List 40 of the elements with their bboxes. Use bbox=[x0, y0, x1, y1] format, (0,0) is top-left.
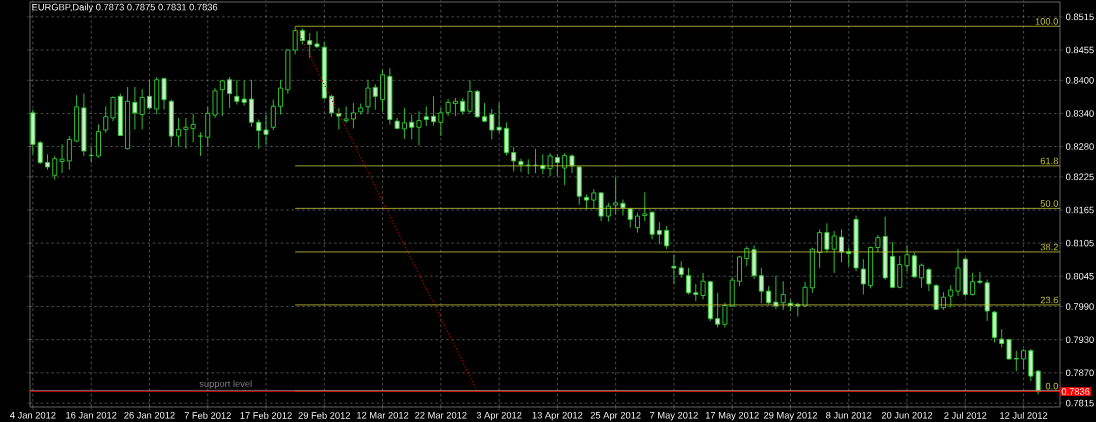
y-tick-label: 0.8400 bbox=[1065, 77, 1094, 84]
y-tick-label: 0.8280 bbox=[1065, 143, 1094, 150]
y-tick-label: 0.8455 bbox=[1065, 46, 1094, 54]
y-tick-label: 0.7990 bbox=[1065, 303, 1094, 310]
y-tick-label: 0.8105 bbox=[1065, 239, 1094, 247]
x-tick-label: 7 May 2012 bbox=[650, 411, 698, 421]
annotation: 100.0 bbox=[1035, 18, 1059, 25]
y-tick-label: 0.8515 bbox=[1065, 13, 1094, 21]
x-tick-label: 22 Mar 2012 bbox=[415, 411, 467, 419]
x-tick-label: 17 May 2012 bbox=[705, 411, 759, 421]
x-tick-label: 20 Jun 2012 bbox=[881, 411, 933, 419]
x-tick-label: 8 Jun 2012 bbox=[826, 411, 872, 419]
y-tick-label: 0.7815 bbox=[1065, 399, 1094, 407]
x-tick-label: 13 Apr 2012 bbox=[532, 411, 583, 421]
x-tick-label: 29 May 2012 bbox=[763, 411, 817, 421]
annotation: 38.2 bbox=[1040, 243, 1058, 251]
ref-line-label: support level bbox=[199, 380, 252, 389]
x-tick-label: 26 Jan 2012 bbox=[124, 411, 175, 419]
chart-title: EURGBP,Daily 0.7873 0.7875 0.7831 0.7836 bbox=[32, 3, 218, 13]
y-tick-label: 0.8045 bbox=[1065, 272, 1094, 280]
y-tick-label: 0.8165 bbox=[1065, 206, 1094, 214]
x-tick-label: 29 Feb 2012 bbox=[298, 411, 351, 419]
y-tick-label: 0.7870 bbox=[1065, 369, 1094, 377]
y-tick-label: 0.7930 bbox=[1065, 336, 1094, 343]
y-tick-label: 0.8225 bbox=[1065, 173, 1094, 181]
x-tick-label: 25 Apr 2012 bbox=[590, 411, 641, 421]
x-tick-label: 16 Jan 2012 bbox=[66, 411, 117, 419]
y-tick-label: 0.8340 bbox=[1065, 110, 1094, 117]
x-tick-label: 12 Jul 2012 bbox=[1000, 411, 1048, 419]
x-tick-label: 12 Mar 2012 bbox=[357, 411, 409, 419]
x-tick-label: 4 Jan 2012 bbox=[10, 411, 56, 419]
annotation: 0.0 bbox=[1045, 382, 1059, 390]
x-tick-label: 3 Apr 2012 bbox=[476, 411, 522, 421]
annotation: 23.6 bbox=[1040, 296, 1058, 304]
x-tick-label: 17 Feb 2012 bbox=[240, 411, 292, 419]
x-tick-label: 2 Jul 2012 bbox=[944, 411, 987, 419]
ref-line-label: 0.7836 bbox=[1061, 388, 1090, 395]
annotation: 50.0 bbox=[1040, 200, 1059, 207]
annotation: 61.8 bbox=[1040, 157, 1059, 165]
x-tick-label: 7 Feb 2012 bbox=[184, 411, 231, 419]
